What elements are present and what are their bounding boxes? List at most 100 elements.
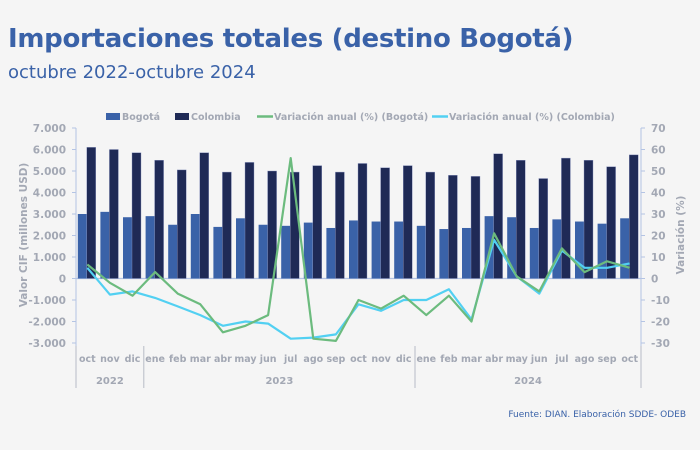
x-tick-label: dic (125, 354, 141, 365)
bar-colombia (86, 147, 97, 279)
page-title: Importaciones totales (destino Bogotá) (8, 24, 574, 54)
legend-label-var-colombia: Variación anual (%) (Colombia) (449, 112, 615, 123)
bar-bogota (597, 223, 607, 279)
legend-swatch-colombia (175, 113, 189, 120)
bar-bogota (213, 226, 223, 279)
legend-swatch-bogota (106, 113, 120, 120)
y-tick-label-right: 70 (651, 123, 666, 135)
y-tick-label-right: 30 (651, 209, 666, 221)
y-tick-label-left: 4.000 (33, 188, 66, 200)
y-tick-label-right: 40 (651, 188, 666, 200)
bar-colombia (335, 171, 345, 279)
x-tick-label: jul (554, 354, 568, 365)
x-tick-label: abr (214, 354, 232, 365)
bar-colombia (629, 154, 639, 279)
y-tick-label-left: 2.000 (33, 231, 66, 243)
x-tick-label: ago (303, 354, 323, 365)
bar-bogota (394, 221, 404, 279)
x-tick-label: oct (79, 354, 96, 365)
x-tick-label: mar (190, 354, 211, 365)
bar-bogota (326, 227, 336, 279)
bar-bogota (416, 225, 426, 279)
x-tick-label: dic (396, 354, 412, 365)
bar-bogota (507, 217, 517, 279)
bar-colombia (267, 170, 277, 279)
bar-bogota (258, 224, 268, 279)
x-axis-labels: oct nov dic ene feb mar abr may jun jul ago sep oct n… (75, 346, 642, 388)
y-tick-label-right: 20 (651, 231, 666, 243)
x-tick-label: oct (350, 354, 367, 365)
bar-colombia (131, 152, 142, 279)
bar-bogota (529, 227, 539, 279)
page-subtitle: octubre 2022-octubre 2024 (8, 62, 256, 83)
bar-colombia (312, 165, 322, 279)
x-tick-label: nov (371, 354, 391, 365)
x-year-label: 2024 (514, 376, 542, 387)
bar-colombia (403, 165, 413, 279)
bar-bogota (281, 225, 291, 279)
y-tick-label-left: 5.000 (33, 166, 66, 178)
legend-label-bogota: Bogotá (122, 112, 160, 123)
y-tick-label-right: 60 (651, 145, 666, 157)
bar-colombia (199, 152, 210, 279)
bar-colombia (606, 166, 616, 279)
y-tick-label-left: -3.000 (28, 338, 66, 350)
bar-bogota (145, 216, 155, 279)
x-year-label: 2023 (265, 376, 293, 387)
x-tick-label: ene (145, 354, 165, 365)
bar-colombia (222, 171, 232, 279)
x-tick-label: nov (100, 354, 120, 365)
y-tick-label-left: -1.000 (28, 295, 66, 307)
x-year-label: 2022 (96, 376, 124, 387)
bar-bogota (575, 221, 584, 279)
y-tick-label-right: 10 (651, 252, 666, 264)
y-tick-label-right: 0 (651, 274, 658, 286)
bar-colombia (244, 162, 255, 279)
bar-bogota (462, 227, 471, 279)
bars (77, 147, 639, 279)
bar-colombia (380, 167, 390, 279)
x-tick-label: may (506, 354, 529, 365)
x-tick-label: jun (259, 354, 277, 365)
bar-bogota (123, 217, 132, 279)
bar-bogota (236, 218, 245, 279)
y-tick-label-left: 0 (59, 274, 66, 286)
x-tick-label: jun (530, 354, 548, 365)
x-tick-label: feb (169, 354, 187, 365)
y-tick-label-right: -20 (651, 317, 670, 329)
bar-bogota (349, 220, 358, 279)
bar-bogota (100, 211, 110, 279)
x-tick-label: oct (621, 354, 638, 365)
bar-colombia (470, 176, 481, 279)
y-tick-label-right: -10 (651, 295, 670, 307)
y-axis-title-left: Valor CIF (millones USD) (18, 163, 30, 308)
bar-colombia (448, 175, 458, 279)
bar-colombia (357, 163, 368, 279)
y-tick-label-left: 7.000 (33, 123, 66, 135)
bar-bogota (620, 218, 630, 279)
x-tick-label: sep (598, 354, 617, 365)
bar-colombia (109, 149, 119, 279)
legend-item-var-colombia[interactable]: Variación anual (%) (Colombia) (432, 112, 615, 123)
x-tick-label: ago (575, 354, 595, 365)
legend-label-var-bogota: Variación anual (%) (Bogotá) (274, 112, 428, 123)
bar-bogota (552, 219, 562, 279)
legend: Bogotá Colombia Variación anual (%) (Bog… (106, 112, 615, 123)
x-tick-label: feb (440, 354, 458, 365)
bar-colombia (516, 160, 526, 279)
legend-item-bogota[interactable]: Bogotá (106, 112, 160, 123)
axes: 7.000 6.000 5.000 4.000 3.000 2.000 1.000 0 -1.0… (28, 123, 670, 350)
bar-bogota (439, 229, 449, 279)
bar-colombia (561, 157, 571, 279)
legend-item-var-bogota[interactable]: Variación anual (%) (Bogotá) (257, 112, 428, 123)
legend-item-colombia[interactable]: Colombia (175, 112, 241, 123)
y-tick-label-right: -30 (651, 338, 670, 350)
bar-bogota (484, 216, 494, 279)
bar-bogota (77, 214, 87, 279)
bar-colombia (176, 169, 187, 279)
bar-bogota (190, 214, 200, 279)
bar-bogota (303, 222, 313, 279)
bar-bogota (371, 221, 381, 279)
y-tick-label-right: 50 (651, 166, 666, 178)
